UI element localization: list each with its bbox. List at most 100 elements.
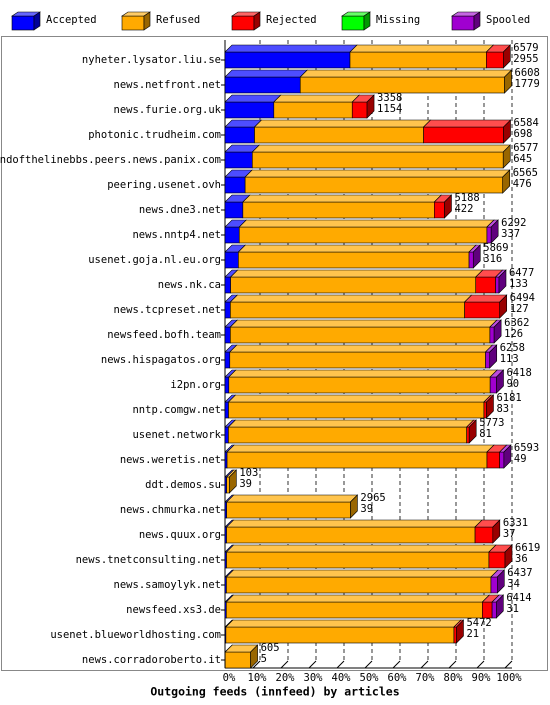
bar-front <box>226 526 476 544</box>
bar-front <box>230 301 465 319</box>
bar-front <box>226 576 492 594</box>
accepted-label: 698 <box>514 128 533 140</box>
bar-top <box>244 169 511 178</box>
legend-swatch-side <box>363 11 371 31</box>
bar-top <box>225 544 497 553</box>
total-label: 6437 <box>507 567 532 579</box>
category-label: news.hispagatos.org <box>101 354 221 366</box>
bar-segment <box>475 269 504 294</box>
bar-top <box>226 444 495 453</box>
bar-front <box>229 351 486 369</box>
total-label: 5188 <box>454 192 479 204</box>
bar-segment <box>225 594 491 619</box>
x-tick-label: 20% <box>276 672 296 684</box>
total-label: 2965 <box>360 492 385 504</box>
category-label: news.corradoroberto.it <box>82 654 221 666</box>
accepted-label: 127 <box>510 303 529 315</box>
bar-segment <box>227 419 475 444</box>
total-label: 6414 <box>506 592 531 604</box>
bar-segment <box>474 519 501 544</box>
bar-segment <box>224 169 253 194</box>
x-tick <box>280 660 289 669</box>
legend-swatch-side <box>33 11 41 31</box>
bar-side <box>504 544 513 569</box>
legend-swatch <box>451 15 475 31</box>
bar-front <box>475 276 496 294</box>
category-label: news.nntp4.net <box>132 229 221 241</box>
bar-segment <box>225 494 359 519</box>
total-label: 605 <box>261 642 280 654</box>
accepted-label: 83 <box>496 403 509 415</box>
accepted-label: 5 <box>261 653 267 665</box>
legend-item: Accepted <box>11 11 97 31</box>
bar-side <box>468 419 477 444</box>
total-label: 6181 <box>496 392 521 404</box>
category-label: news.quux.org <box>139 529 221 541</box>
bar-segment <box>226 444 495 469</box>
legend-item: Spooled <box>451 11 530 31</box>
bar-front <box>226 451 488 469</box>
bar-segment <box>299 69 513 94</box>
bar-segment <box>225 619 462 644</box>
accepted-label: 39 <box>239 478 252 490</box>
bar-front <box>224 276 231 294</box>
bar-front <box>423 126 504 144</box>
bar-side <box>502 144 511 169</box>
x-tick-label: 90% <box>472 672 492 684</box>
bar-side <box>492 519 501 544</box>
category-label: news.chmurka.net <box>120 504 221 516</box>
bar-front <box>254 126 424 144</box>
total-label: 5472 <box>466 617 491 629</box>
bar-side <box>486 394 494 419</box>
bar-segment <box>224 244 247 269</box>
bar-front <box>224 651 251 669</box>
bar-side <box>489 344 498 369</box>
bar-segment <box>485 44 512 69</box>
total-label: 3358 <box>377 92 402 104</box>
bar-front <box>224 376 230 394</box>
category-label: newsfeed.xs3.de <box>126 604 221 616</box>
legend-swatch <box>231 15 255 31</box>
bar-side <box>493 319 502 344</box>
legend-swatch <box>341 15 365 31</box>
bar-front <box>224 151 253 169</box>
bar-segment <box>463 294 508 319</box>
x-tick <box>420 660 429 669</box>
total-label: 6331 <box>503 517 528 529</box>
bar-side <box>350 494 358 519</box>
bar-side <box>366 94 375 119</box>
bar-segment <box>229 319 498 344</box>
total-label: 6619 <box>515 542 540 554</box>
bar-front <box>299 76 505 94</box>
bar-front <box>490 576 498 594</box>
accepted-label: 337 <box>501 228 520 240</box>
bar-front <box>466 426 470 444</box>
bar-front <box>486 51 504 69</box>
bar-segment <box>228 369 498 394</box>
legend-item: Missing <box>341 11 420 31</box>
legend-item: Rejected <box>231 11 317 31</box>
bar-front <box>226 601 483 619</box>
bar-side <box>504 69 512 94</box>
bar-top <box>349 44 495 53</box>
bar-front <box>499 451 505 469</box>
accepted-label: 1779 <box>515 78 540 90</box>
total-label: 6494 <box>510 292 535 304</box>
total-label: 6477 <box>509 267 534 279</box>
bar-front <box>434 201 445 219</box>
bar-front <box>349 51 487 69</box>
accepted-label: 476 <box>513 178 532 190</box>
x-tick <box>336 660 345 669</box>
x-tick <box>308 660 317 669</box>
bar-side <box>496 594 504 619</box>
x-tick <box>392 660 401 669</box>
bar-front <box>238 226 488 244</box>
bar-front <box>224 351 231 369</box>
bar-front <box>228 426 467 444</box>
x-tick <box>252 660 261 669</box>
bar-segment <box>224 194 251 219</box>
category-label: newsfeed.bofh.team <box>107 329 221 341</box>
bar-front <box>224 126 255 144</box>
legend-label: Rejected <box>266 14 317 26</box>
